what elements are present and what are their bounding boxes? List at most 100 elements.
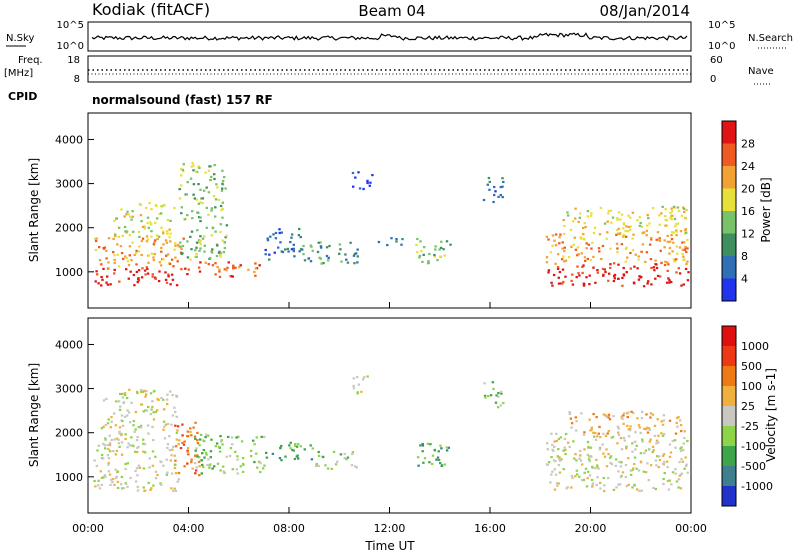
heatmap-cell bbox=[590, 212, 593, 215]
heatmap-cell bbox=[493, 185, 496, 189]
heatmap-cell bbox=[345, 258, 348, 261]
heatmap-cell bbox=[436, 259, 439, 262]
heatmap-cell bbox=[346, 261, 350, 264]
heatmap-cell bbox=[134, 410, 138, 414]
heatmap-cell bbox=[118, 432, 121, 435]
heatmap-cell bbox=[311, 447, 314, 450]
heatmap-cell bbox=[213, 177, 216, 181]
heatmap-cell bbox=[584, 259, 587, 262]
heatmap-cell bbox=[180, 268, 183, 271]
heatmap-cell bbox=[184, 267, 187, 270]
heatmap-cell bbox=[95, 237, 98, 240]
heatmap-cell bbox=[557, 482, 560, 485]
heatmap-cell bbox=[617, 483, 620, 486]
heatmap-cell bbox=[315, 464, 318, 468]
heatmap-cell bbox=[685, 209, 688, 212]
heatmap-cell bbox=[162, 258, 165, 261]
heatmap-cell bbox=[366, 179, 369, 182]
heatmap-cell bbox=[120, 453, 124, 456]
heatmap-cell bbox=[192, 169, 195, 172]
heatmap-cell bbox=[624, 247, 628, 250]
heatmap-cell bbox=[201, 202, 204, 205]
heatmap-cell bbox=[284, 455, 287, 458]
heatmap-cell bbox=[120, 475, 124, 479]
y-tick-label: 2000 bbox=[55, 222, 83, 235]
heatmap-cell bbox=[237, 435, 240, 438]
heatmap-cell bbox=[196, 442, 200, 445]
heatmap-cell bbox=[649, 416, 652, 419]
heatmap-cell bbox=[609, 263, 612, 266]
heatmap-cell bbox=[646, 224, 649, 227]
heatmap-cell bbox=[583, 448, 586, 451]
heatmap-cell bbox=[651, 450, 654, 454]
heatmap-cell bbox=[121, 424, 125, 427]
heatmap-cell bbox=[143, 269, 147, 272]
heatmap-cell bbox=[592, 413, 595, 416]
heatmap-cell bbox=[574, 453, 577, 456]
heatmap-cell bbox=[189, 427, 192, 430]
heatmap-cell bbox=[664, 218, 667, 222]
heatmap-cell bbox=[125, 396, 129, 400]
heatmap-cell bbox=[651, 445, 655, 448]
heatmap-cell bbox=[190, 165, 193, 168]
heatmap-cell bbox=[236, 455, 239, 458]
heatmap-cell bbox=[170, 258, 174, 261]
freq-left-label-2: [MHz] bbox=[4, 68, 33, 79]
heatmap-cell bbox=[627, 411, 630, 414]
heatmap-cell bbox=[569, 417, 572, 420]
heatmap-cell bbox=[214, 215, 217, 218]
power-panel-frame bbox=[87, 112, 692, 309]
heatmap-cell bbox=[571, 273, 574, 276]
colorbar-tick-label: 8 bbox=[741, 250, 748, 263]
heatmap-cell bbox=[141, 237, 145, 240]
heatmap-cell bbox=[154, 276, 157, 279]
heatmap-cell bbox=[170, 273, 174, 276]
heatmap-cell bbox=[401, 238, 404, 241]
heatmap-cell bbox=[574, 475, 577, 478]
heatmap-cell bbox=[434, 245, 437, 248]
heatmap-cell bbox=[557, 282, 561, 285]
heatmap-cell bbox=[210, 234, 213, 237]
heatmap-cell bbox=[633, 265, 636, 268]
heatmap-cell bbox=[292, 247, 295, 250]
heatmap-cell bbox=[174, 410, 177, 414]
heatmap-cell bbox=[131, 215, 135, 218]
heatmap-cell bbox=[225, 224, 229, 227]
heatmap-cell bbox=[97, 484, 100, 487]
heatmap-cell bbox=[584, 467, 588, 470]
heatmap-cell bbox=[567, 441, 570, 444]
heatmap-cell bbox=[578, 216, 581, 219]
heatmap-cell bbox=[106, 283, 110, 286]
heatmap-cell bbox=[578, 274, 581, 277]
heatmap-cell bbox=[197, 183, 200, 186]
heatmap-cell bbox=[655, 464, 658, 467]
heatmap-cell bbox=[174, 489, 178, 492]
heatmap-cell bbox=[105, 397, 108, 400]
freq-right-top: 60 bbox=[710, 55, 723, 66]
heatmap-cell bbox=[172, 445, 175, 448]
colorbar-swatch bbox=[722, 426, 736, 447]
heatmap-cell bbox=[102, 442, 105, 445]
y-tick-label: 3000 bbox=[55, 383, 83, 396]
heatmap-cell bbox=[320, 262, 323, 265]
heatmap-cell bbox=[627, 457, 630, 460]
heatmap-cell bbox=[113, 261, 116, 264]
heatmap-cell bbox=[319, 241, 322, 244]
heatmap-cell bbox=[219, 204, 223, 208]
heatmap-cell bbox=[576, 246, 580, 249]
heatmap-cell bbox=[440, 464, 444, 467]
heatmap-cell bbox=[116, 243, 119, 246]
heatmap-cell bbox=[195, 447, 198, 450]
heatmap-cell bbox=[445, 240, 449, 243]
heatmap-cell bbox=[615, 486, 618, 489]
heatmap-cell bbox=[658, 239, 662, 242]
colorbar-swatch bbox=[722, 386, 736, 407]
heatmap-cell bbox=[264, 253, 267, 256]
heatmap-cell bbox=[586, 215, 589, 218]
heatmap-cell bbox=[145, 266, 148, 269]
heatmap-cell bbox=[686, 439, 689, 443]
heatmap-cell bbox=[236, 458, 239, 461]
heatmap-cell bbox=[190, 461, 193, 464]
heatmap-cell bbox=[150, 230, 153, 233]
heatmap-cell bbox=[189, 235, 192, 238]
